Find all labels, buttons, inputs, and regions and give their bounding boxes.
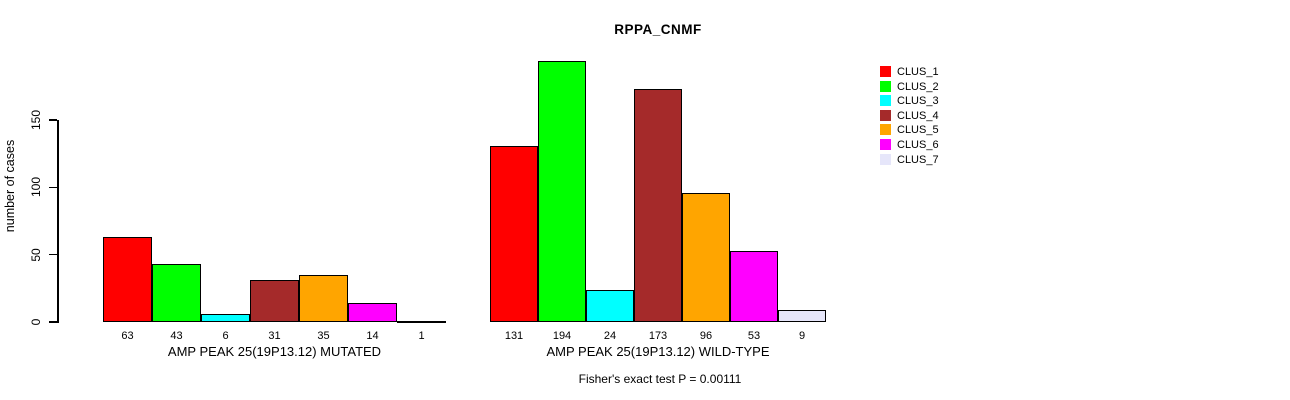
bar-clus_2 bbox=[152, 264, 201, 322]
legend-label: CLUS_5 bbox=[897, 124, 939, 137]
bar-value-label: 194 bbox=[552, 330, 572, 342]
legend-swatch-clus_5 bbox=[880, 124, 891, 136]
y-axis-line bbox=[57, 120, 59, 323]
annotation-text: Fisher's exact test P = 0.00111 bbox=[578, 372, 742, 386]
legend-swatch-clus_1 bbox=[880, 66, 891, 77]
bar-clus_7 bbox=[778, 310, 826, 322]
bar-value-label: 31 bbox=[268, 330, 281, 342]
legend-label: CLUS_3 bbox=[897, 95, 939, 108]
y-tick-mark bbox=[49, 186, 57, 189]
bar-clus_6 bbox=[348, 303, 397, 322]
y-tick-label: 50 bbox=[29, 247, 43, 262]
y-tick-mark bbox=[49, 321, 57, 323]
legend-swatch-clus_2 bbox=[880, 80, 891, 92]
legend-label: CLUS_6 bbox=[897, 139, 939, 151]
bar-clus_3 bbox=[586, 290, 634, 322]
bar-value-label: 53 bbox=[747, 330, 761, 342]
bar-clus_1 bbox=[103, 237, 152, 322]
legend-swatch-clus_3 bbox=[880, 95, 891, 107]
y-tick-mark bbox=[49, 253, 57, 256]
legend-label: CLUS_2 bbox=[897, 80, 939, 93]
bar-clus_4 bbox=[634, 89, 682, 322]
bar-value-label: 173 bbox=[648, 330, 668, 342]
group-label: AMP PEAK 25(19P13.12) WILD-TYPE bbox=[546, 344, 770, 359]
legend-swatch-clus_6 bbox=[880, 139, 891, 150]
bar-value-label: 63 bbox=[121, 330, 134, 342]
bar-clus_7 bbox=[397, 321, 446, 323]
bar-clus_5 bbox=[682, 193, 730, 322]
bar-value-label: 96 bbox=[699, 330, 713, 342]
y-axis-label: number of cases bbox=[3, 139, 17, 233]
bar-value-label: 9 bbox=[798, 330, 806, 342]
group-label: AMP PEAK 25(19P13.12) MUTATED bbox=[167, 344, 382, 359]
bar-value-label: 43 bbox=[170, 330, 183, 342]
bar-value-label: 131 bbox=[504, 330, 524, 342]
bar-clus_5 bbox=[299, 275, 348, 322]
bar-clus_1 bbox=[490, 146, 538, 322]
legend-swatch-clus_4 bbox=[880, 109, 891, 121]
bar-value-label: 35 bbox=[317, 330, 330, 342]
legend-label: CLUS_7 bbox=[897, 153, 939, 166]
legend-swatch-clus_7 bbox=[880, 153, 891, 165]
bar-clus_6 bbox=[730, 251, 778, 322]
legend-label: CLUS_4 bbox=[897, 109, 939, 122]
chart-title: RPPA_CNMF bbox=[614, 22, 702, 37]
y-tick-label: 100 bbox=[29, 177, 43, 198]
bar-clus_4 bbox=[250, 280, 299, 322]
bar-value-label: 1 bbox=[418, 330, 425, 342]
bar-value-label: 24 bbox=[603, 330, 617, 342]
y-tick-label: 0 bbox=[29, 318, 43, 326]
bar-clus_3 bbox=[201, 314, 250, 322]
bar-value-label: 6 bbox=[222, 330, 229, 342]
y-tick-mark bbox=[49, 119, 57, 121]
bar-clus_2 bbox=[538, 61, 586, 322]
bar-value-label: 14 bbox=[366, 330, 379, 342]
legend-label: CLUS_1 bbox=[897, 66, 939, 78]
y-tick-label: 150 bbox=[29, 109, 43, 131]
